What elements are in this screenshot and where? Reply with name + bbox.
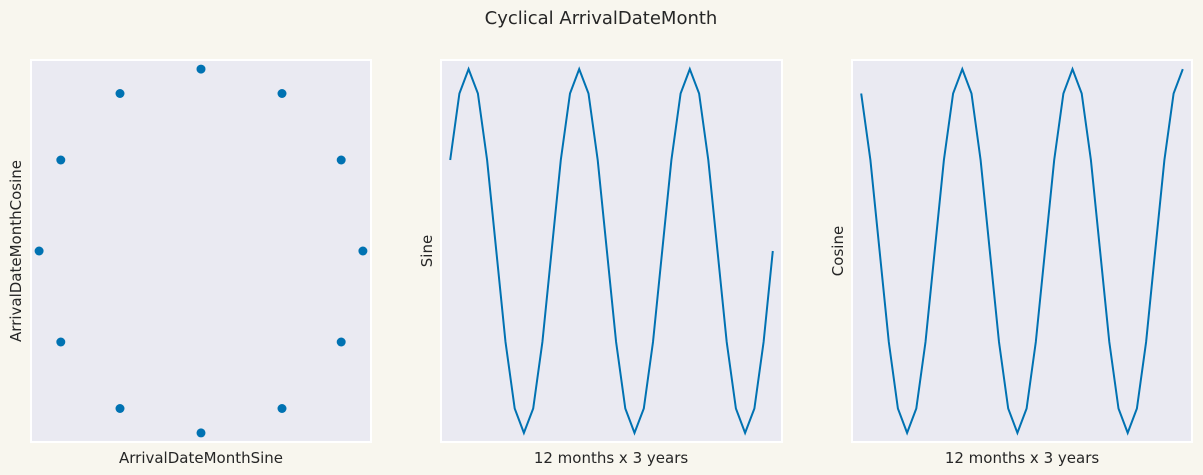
- scatter-point: [336, 337, 346, 347]
- cosine-plot-area: [851, 59, 1193, 443]
- cosine-panel: 12 months x 3 years Cosine: [829, 59, 1193, 467]
- cosine-y-axis-label: Cosine: [829, 226, 847, 276]
- scatter-point: [115, 89, 125, 98]
- scatter-points: [34, 64, 368, 438]
- sine-x-axis-label: 12 months x 3 years: [534, 449, 689, 467]
- scatter-point: [277, 404, 287, 413]
- sine-series-line: [449, 66, 774, 436]
- scatter-point: [56, 337, 66, 347]
- scatter-point: [336, 155, 346, 165]
- scatter-plot-area: [30, 59, 372, 443]
- scatter-point: [277, 89, 287, 98]
- scatter-point: [196, 428, 206, 438]
- cosine-x-axis-label: 12 months x 3 years: [945, 449, 1100, 467]
- cosine-series-line: [860, 66, 1184, 436]
- scatter-point: [115, 404, 125, 413]
- scatter-point: [196, 64, 206, 74]
- scatter-point: [34, 246, 44, 256]
- scatter-point: [56, 155, 66, 165]
- scatter-point: [358, 246, 368, 256]
- scatter-panel: ArrivalDateMonthSine ArrivalDateMonthCos…: [7, 59, 372, 467]
- scatter-y-axis-label: ArrivalDateMonthCosine: [7, 160, 25, 342]
- sine-plot-area: [440, 59, 783, 443]
- sine-panel: 12 months x 3 years Sine: [418, 59, 783, 467]
- sine-y-axis-label: Sine: [418, 235, 436, 267]
- scatter-x-axis-label: ArrivalDateMonthSine: [119, 449, 283, 467]
- figure-title: Cyclical ArrivalDateMonth: [485, 8, 718, 29]
